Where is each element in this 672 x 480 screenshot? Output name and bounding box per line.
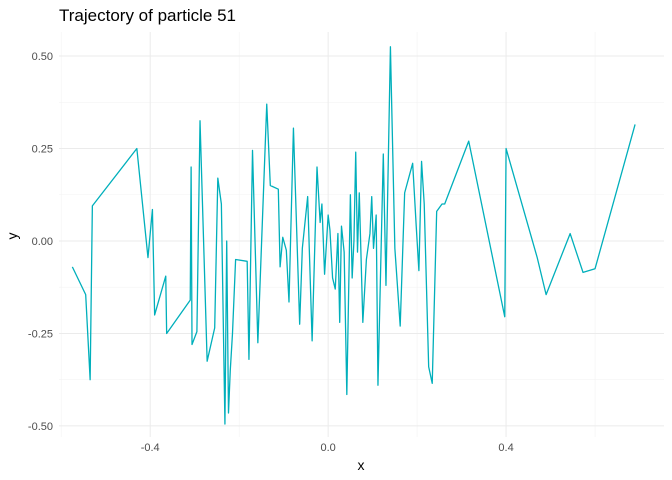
y-axis-label: y: [4, 233, 20, 240]
x-tick-label: -0.4: [141, 442, 160, 454]
x-axis-label: x: [358, 457, 365, 473]
major-gridlines: [59, 32, 664, 437]
series-layer: [71, 46, 636, 425]
trajectory-line: [71, 46, 636, 425]
y-axis-ticks: -0.50 -0.25 0.00 0.25 0.50: [28, 51, 53, 433]
x-tick-label: 0.0: [320, 442, 335, 454]
y-tick-label: 0.50: [32, 51, 53, 63]
x-axis-ticks: -0.4 0.0 0.4: [141, 442, 514, 454]
chart-title: Trajectory of particle 51: [59, 6, 236, 25]
y-tick-label: 0.00: [32, 236, 53, 248]
y-tick-label: -0.50: [28, 421, 53, 433]
x-tick-label: 0.4: [498, 442, 513, 454]
y-tick-label: 0.25: [32, 144, 53, 156]
y-tick-label: -0.25: [28, 328, 53, 340]
